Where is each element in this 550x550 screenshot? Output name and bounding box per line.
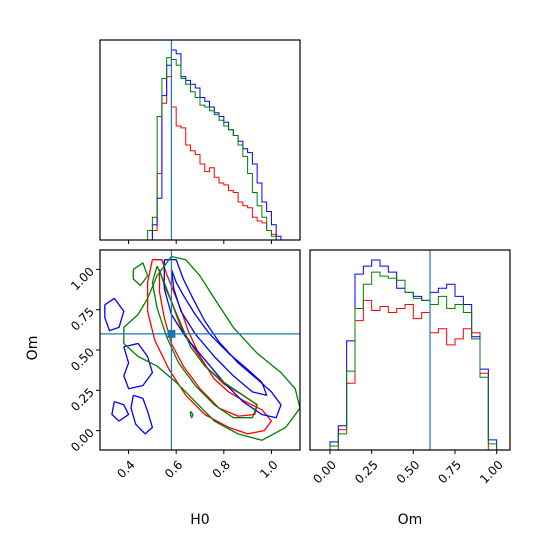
h0-marginal-histogram xyxy=(99,39,301,241)
contour-green-1 xyxy=(151,265,258,419)
om-y-tick-label: 0.25 xyxy=(68,385,97,414)
om-tick-label: 0.50 xyxy=(394,458,423,487)
om-y-tick-label: 1.00 xyxy=(68,264,97,293)
om-y-tick-label: 0.00 xyxy=(68,426,97,455)
contour-green-3 xyxy=(189,410,194,419)
H0-hist-blue xyxy=(104,49,296,241)
h0-tick-label: 0.4 xyxy=(114,458,137,481)
contour-clip-group xyxy=(104,255,300,441)
x-axis-label-om: Om xyxy=(398,512,423,528)
H0-hist-frame xyxy=(99,39,301,241)
om-tick-label: 0.00 xyxy=(310,458,339,487)
h0-tick-label: 0.6 xyxy=(162,458,185,481)
om-tick-label: 1.00 xyxy=(477,458,506,487)
om-y-tick-label: 0.75 xyxy=(68,305,97,334)
contour-blue-1 xyxy=(170,269,268,396)
contour-green-2 xyxy=(132,262,149,287)
contour-green-0 xyxy=(123,255,300,441)
contour-blue-3 xyxy=(123,342,154,390)
y-axis-label-om: Om xyxy=(25,336,41,361)
contour-blue-2 xyxy=(104,297,125,332)
H0-hist-red xyxy=(104,76,296,241)
h0-om-contour-panel xyxy=(99,249,301,451)
Om-hist-blue xyxy=(321,259,505,451)
contour-blue-5 xyxy=(130,394,154,435)
Om-hist-frame xyxy=(309,249,511,451)
h0-tick-label: 0.8 xyxy=(210,458,233,481)
H0-hist-green xyxy=(104,57,296,241)
h0-tick-label: 1.0 xyxy=(257,458,280,481)
om-marginal-histogram xyxy=(309,249,511,451)
om-tick-label: 0.75 xyxy=(435,458,464,487)
Om-hist-red xyxy=(321,299,505,451)
om-tick-label: 0.25 xyxy=(352,458,381,487)
Om-hist-green xyxy=(321,271,505,451)
truth-marker xyxy=(167,329,176,338)
om-y-tick-label: 0.50 xyxy=(68,345,97,374)
contour-blue-0 xyxy=(163,259,282,419)
contour-blue-4 xyxy=(111,400,130,422)
x-axis-label-h0: H0 xyxy=(190,512,209,528)
